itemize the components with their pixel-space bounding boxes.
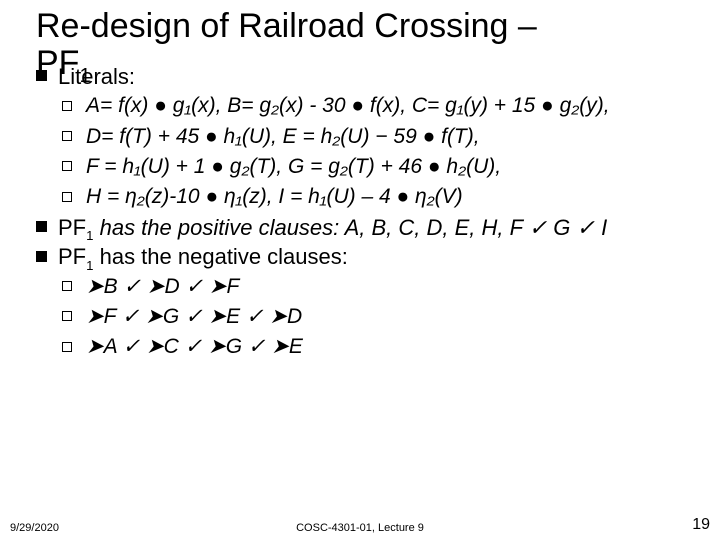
def-f: F = h₁(U) + 1 ● g₂(T), G = g₂(T) + 46 ● …: [58, 153, 702, 181]
title-line1: Re-design of Railroad Crossing –: [36, 7, 537, 45]
footer-date: 9/29/2020: [10, 522, 59, 534]
def-a: A= f(x) ● g₁(x), B= g₂(x) - 30 ● f(x), C…: [58, 92, 702, 120]
footer-page: 19: [692, 516, 710, 534]
def-d: D= f(T) + 45 ● h₁(U), E = h₂(U) − 59 ● f…: [58, 123, 702, 151]
pos-pf: PF: [58, 215, 86, 240]
neg-pf: PF: [58, 244, 86, 269]
content-list: Literals: A= f(x) ● g₁(x), B= g₂(x) - 30…: [36, 63, 702, 362]
neg-row-1: ➤B ✓ ➤D ✓ ➤F: [58, 273, 702, 301]
definitions-list: A= f(x) ● g₁(x), B= g₂(x) - 30 ● f(x), C…: [58, 92, 702, 211]
slide: Re-design of Railroad Crossing – PF1 Lit…: [0, 0, 720, 540]
neg-row-3: ➤A ✓ ➤C ✓ ➤G ✓ ➤E: [58, 333, 702, 361]
pos-text: has the positive clauses: A, B, C, D, E,…: [100, 215, 608, 240]
neg-pf-sub: 1: [86, 258, 93, 273]
literals-label: Literals:: [58, 64, 135, 89]
negative-rows: ➤B ✓ ➤D ✓ ➤F ➤F ✓ ➤G ✓ ➤E ✓ ➤D ➤A ✓ ➤C ✓…: [58, 273, 702, 362]
positive-clauses-item: PF1 has the positive clauses: A, B, C, D…: [36, 214, 702, 242]
pos-pf-sub: 1: [86, 228, 93, 243]
negative-clauses-item: PF1 has the negative clauses: ➤B ✓ ➤D ✓ …: [36, 243, 702, 362]
neg-text: has the negative clauses:: [100, 244, 348, 269]
def-h: H = η₂(z)-10 ● η₁(z), I = h₁(U) – 4 ● η₂…: [58, 183, 702, 211]
literals-item: Literals: A= f(x) ● g₁(x), B= g₂(x) - 30…: [36, 63, 702, 212]
footer-center: COSC-4301-01, Lecture 9: [296, 522, 424, 534]
neg-row-2: ➤F ✓ ➤G ✓ ➤E ✓ ➤D: [58, 303, 702, 331]
